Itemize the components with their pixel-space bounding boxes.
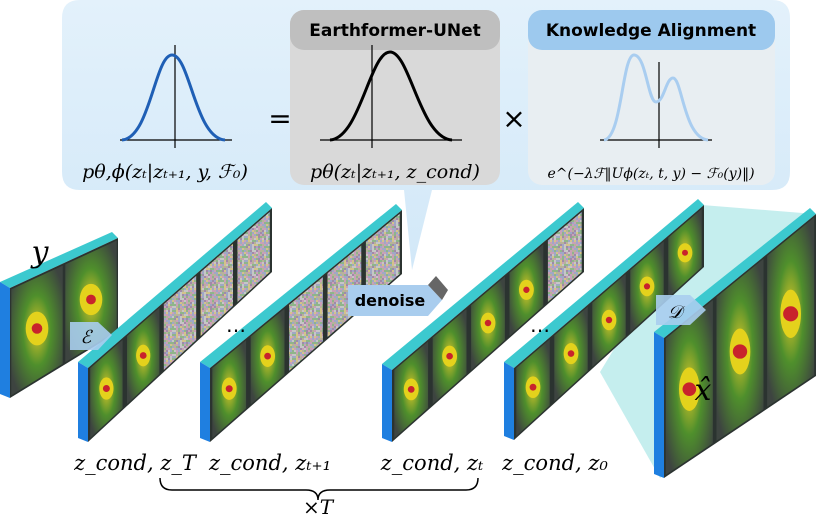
- posterior-term: pθ,ϕ(zₜ|zₜ₊₁, y, ℱ₀): [82, 161, 248, 183]
- alignment-header: [528, 10, 775, 50]
- input-label: y: [30, 235, 50, 270]
- stack-top: [78, 202, 272, 368]
- frame: [289, 277, 323, 371]
- repeat-brace: [159, 477, 479, 501]
- storm-core: [732, 344, 748, 359]
- storm-core: [139, 352, 147, 359]
- denoise-arrow: [348, 285, 442, 316]
- storm-core: [225, 385, 233, 393]
- ellipsis: …: [530, 313, 550, 337]
- stack-front: [0, 282, 10, 398]
- output-label: x̂: [695, 373, 712, 408]
- storm-core: [567, 350, 575, 357]
- storm-core: [102, 385, 110, 392]
- denoise-arrow-tip: [428, 276, 448, 300]
- storm-core: [682, 249, 688, 256]
- stack-top: [504, 199, 704, 368]
- stack-front: [78, 362, 88, 442]
- model-curve: [329, 50, 453, 142]
- posterior-curve: [121, 53, 226, 142]
- stack-front: [200, 362, 210, 442]
- state-label: z_cond, z_T: [73, 451, 198, 475]
- stack-top: [200, 204, 402, 368]
- encoder-label: ℰ: [81, 327, 94, 348]
- frame: [365, 213, 400, 304]
- stack-top: [382, 202, 584, 370]
- alignment-curve: [603, 53, 709, 142]
- storm-core: [264, 352, 271, 360]
- repeat-label: ×T: [303, 495, 335, 519]
- stack-front: [382, 364, 392, 442]
- model-term: pθ(zₜ|zₜ₊₁, z_cond): [310, 161, 480, 183]
- storm-core: [529, 383, 537, 391]
- model-header: [290, 10, 500, 50]
- storm-core: [643, 283, 651, 290]
- alignment-title: Knowledge Alignment: [546, 21, 756, 41]
- decoder-label: 𝒟: [668, 302, 686, 323]
- frame: [547, 211, 582, 302]
- decoder-arrow: [656, 295, 706, 325]
- storm-core: [682, 382, 697, 396]
- storm-core: [523, 286, 530, 293]
- state-label: z_cond, zₜ₊₁: [208, 451, 331, 475]
- axes: [120, 45, 712, 148]
- storm-core: [86, 294, 96, 305]
- storm-core: [783, 306, 799, 322]
- frame: [237, 211, 270, 302]
- state-label: z_cond, z₀: [501, 451, 608, 475]
- state-label: z_cond, zₜ: [380, 451, 484, 475]
- model-title: Earthformer-UNet: [309, 21, 481, 41]
- ellipsis: …: [226, 313, 246, 337]
- alignment-term: e^(−λℱ‖Uϕ(zₜ, t, y) − ℱ₀(y)‖): [547, 166, 754, 182]
- frame-stacks: [0, 199, 816, 478]
- storm-core: [605, 316, 613, 324]
- denoise-label: denoise: [355, 291, 426, 310]
- frame: [163, 275, 197, 370]
- stack-front: [504, 362, 514, 440]
- equals-sign: =: [268, 102, 291, 135]
- stack-top: [0, 232, 118, 288]
- storm-core: [407, 386, 415, 393]
- storm-core: [484, 319, 492, 327]
- encoder-arrow: [70, 322, 112, 350]
- storm-core: [31, 323, 43, 334]
- model-box: [290, 10, 500, 185]
- times-sign: ×: [502, 102, 525, 135]
- stack-front: [654, 332, 664, 478]
- storm-core: [446, 352, 453, 360]
- frame: [200, 243, 233, 336]
